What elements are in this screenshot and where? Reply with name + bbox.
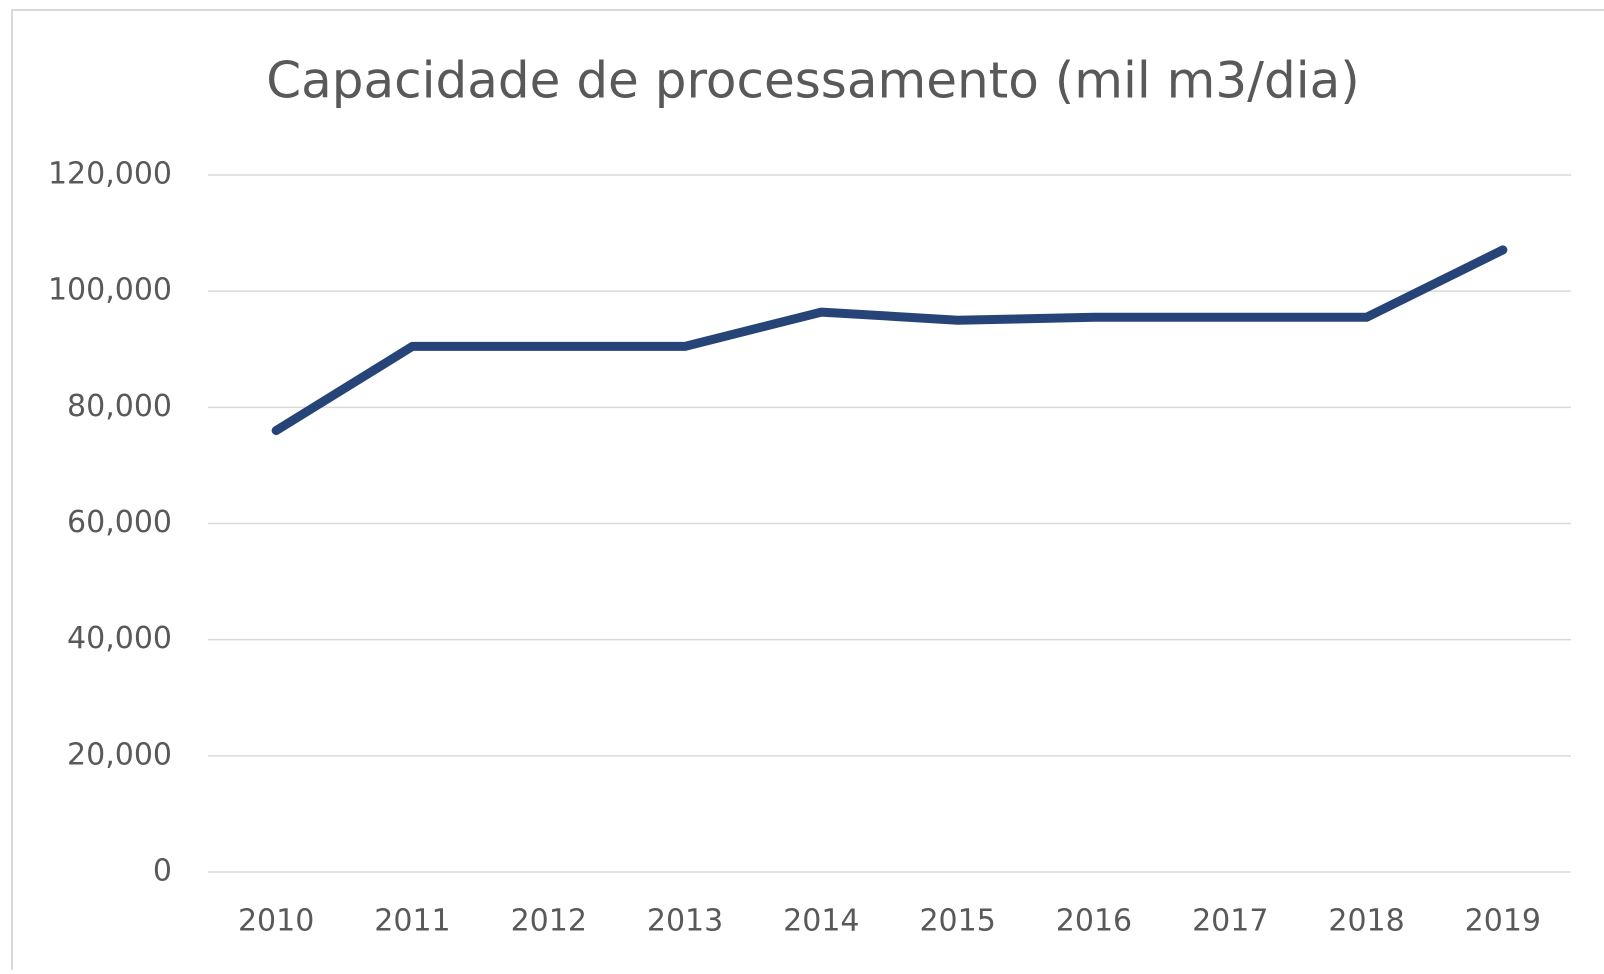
x-tick-label: 2012	[511, 904, 587, 939]
y-tick-label: 40,000	[67, 621, 172, 656]
chart-frame	[11, 9, 1604, 974]
x-tick-label: 2010	[238, 904, 314, 939]
y-tick-label: 0	[153, 854, 172, 889]
data-line	[271, 245, 1508, 436]
x-tick-label: 2013	[647, 904, 723, 939]
x-tick-label: 2014	[783, 904, 859, 939]
y-tick-label: 80,000	[67, 389, 172, 424]
x-tick-label: 2016	[1056, 904, 1132, 939]
y-tick-label: 120,000	[48, 157, 172, 192]
y-tick-label: 20,000	[67, 737, 172, 772]
y-tick-label: 100,000	[48, 273, 172, 308]
x-tick-label: 2019	[1465, 904, 1541, 939]
x-tick-label: 2015	[919, 904, 995, 939]
chart-title: Capacidade de processamento (mil m3/dia)	[266, 52, 1360, 110]
x-tick-label: 2011	[374, 904, 450, 939]
x-tick-label: 2017	[1192, 904, 1268, 939]
y-tick-label: 60,000	[67, 505, 172, 540]
x-tick-label: 2018	[1328, 904, 1404, 939]
